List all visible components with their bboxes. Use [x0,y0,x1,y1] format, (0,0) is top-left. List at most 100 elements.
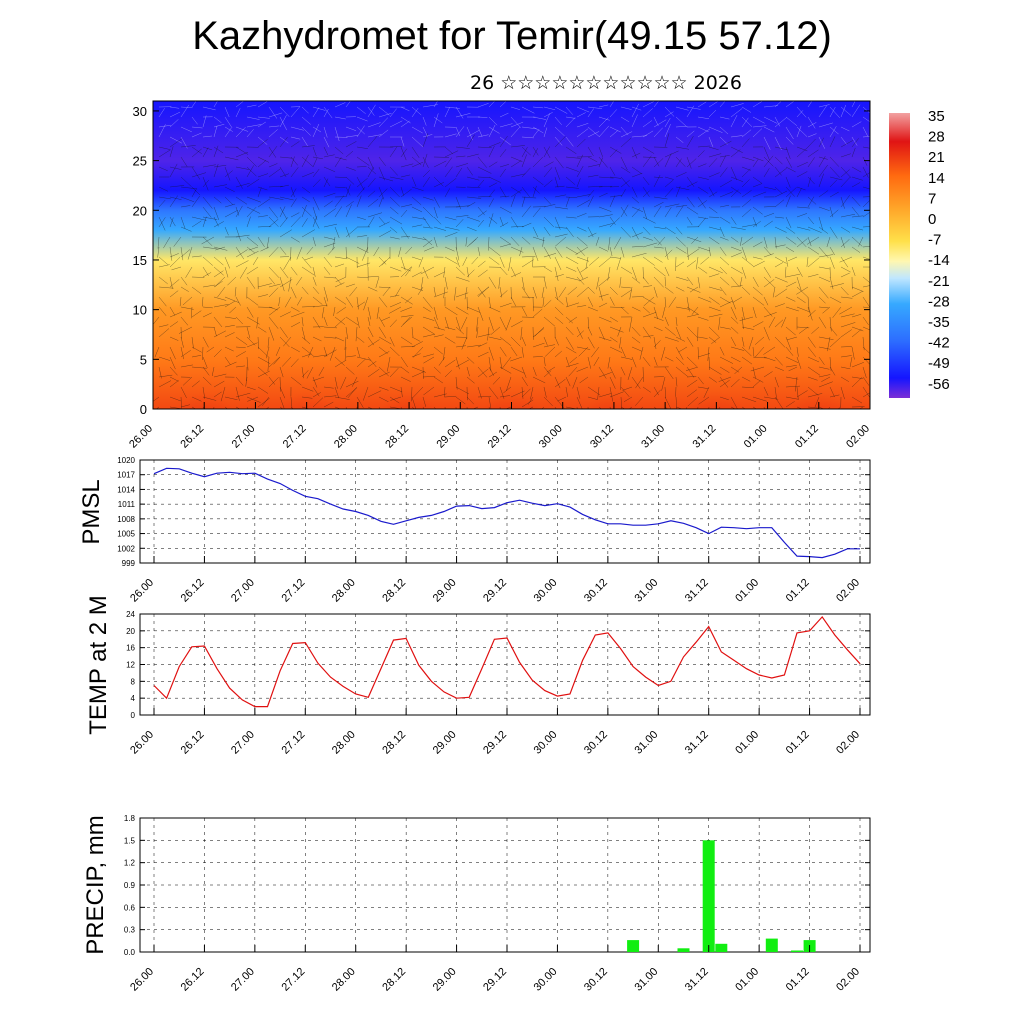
wind-barb [268,185,283,188]
wind-barb [191,166,201,180]
wind-barb [730,378,740,388]
wind-barb [532,296,534,312]
wind-barb [807,138,816,148]
wind-barb [213,326,217,337]
wind-barb [730,252,742,258]
wind-barb [829,283,844,288]
chart-title: Kazhydromet for Temir(49.15 57.12) [192,14,832,58]
wind-barb [730,285,743,288]
wind-barb [417,286,424,295]
wind-barb [774,336,786,348]
wind-barb [488,176,501,183]
wind-barb [631,172,643,178]
wind-barb [532,376,546,384]
wind-barb [565,136,574,147]
wind-barb [543,179,553,188]
wind-barb [444,133,457,138]
wind-barb [532,226,539,238]
wind-barb [323,242,336,248]
wind-barb [657,236,666,246]
wind-barb [327,246,336,256]
wind-barb [202,135,213,138]
wind-barb [202,179,209,188]
wind-barb [719,266,728,275]
wind-barb [301,366,304,379]
wind-barb [521,146,528,158]
wind-barb [532,207,541,218]
wind-barb [763,105,778,108]
wind-barb [268,356,280,368]
wind-barb [334,176,347,178]
wind-barb [279,184,289,188]
wind-barb [675,125,688,128]
wind-barb [675,286,685,292]
wind-barb [345,283,355,288]
wind-barb [235,386,240,401]
wind-barb [763,136,771,150]
wind-barb [627,366,633,380]
wind-barb [554,286,558,301]
wind-barb [719,179,733,188]
wind-barb [411,161,424,168]
wind-barb [796,125,802,138]
wind-barb [609,146,622,154]
wind-barb [356,116,368,122]
wind-barb [708,206,718,214]
wind-barb [587,195,594,208]
wind-barb [307,346,314,358]
wind-barb [312,316,321,329]
wind-barb [411,386,413,402]
wind-barb [227,276,237,286]
wind-barb [774,244,786,248]
wind-barb [180,126,193,133]
wind-barb [180,156,188,167]
wind-barb [576,165,584,178]
wind-barb [477,286,490,296]
wind-barb [718,376,732,382]
wind-barb [356,178,368,188]
wind-barb [169,380,179,388]
wind-barb [323,166,336,173]
wind-barb [411,216,426,220]
wind-barb [818,156,826,168]
wind-barb [741,190,752,198]
wind-barb [378,112,392,118]
wind-barb [840,266,851,273]
heatmap-x-tick-label: 30.00 [537,423,565,451]
wind-barb [807,336,816,348]
wind-barb [202,396,217,401]
wind-barb [411,108,419,118]
wind-barb [190,306,193,319]
pmsl-y-tick-label: 1011 [118,500,136,509]
wind-barb [389,176,404,180]
wind-barb [466,153,479,158]
wind-barb [796,213,808,218]
wind-barb [202,284,216,288]
wind-barb [730,186,742,194]
wind-barb [279,116,288,131]
wind-barb [763,220,773,228]
wind-barb [455,113,471,118]
wind-barb [422,176,430,188]
wind-barb [631,306,641,312]
pmsl-x-tick-label: 01.12 [784,577,812,605]
wind-barb [345,201,354,208]
wind-barb [796,161,808,168]
wind-barb [763,186,777,190]
wind-barb [862,285,870,288]
wind-barb [664,176,674,180]
wind-barb [620,226,632,238]
wind-barb [763,356,776,362]
wind-barb [653,196,668,200]
wind-barb [477,116,488,118]
wind-barb [752,191,767,198]
wind-barb [653,256,663,263]
wind-barb [235,246,245,260]
wind-barb [477,219,484,228]
wind-barb [499,149,507,158]
wind-barb [378,230,392,238]
temp-x-tick-label: 28.12 [380,729,408,757]
wind-barb [796,126,808,137]
wind-barb [620,179,630,188]
